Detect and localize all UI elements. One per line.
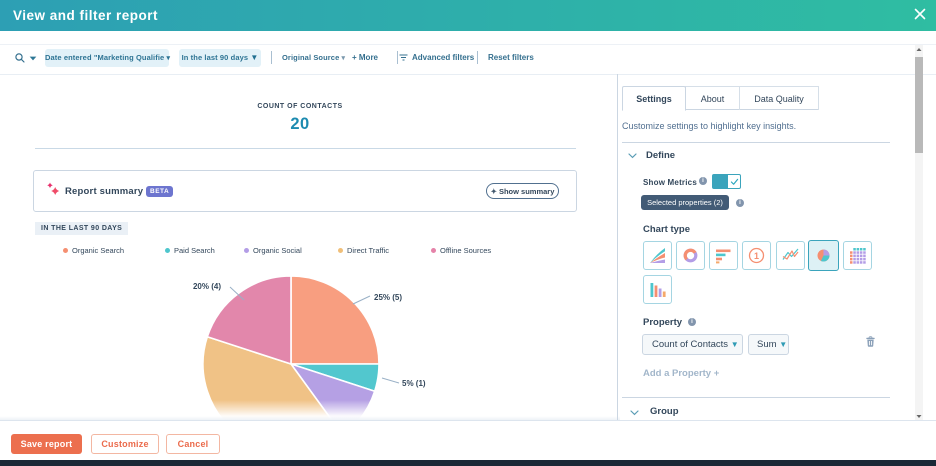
- svg-text:1: 1: [754, 251, 759, 261]
- svg-text:20% (4): 20% (4): [193, 282, 221, 291]
- svg-text:5% (1): 5% (1): [402, 379, 426, 388]
- svg-text:25% (5): 25% (5): [374, 293, 402, 302]
